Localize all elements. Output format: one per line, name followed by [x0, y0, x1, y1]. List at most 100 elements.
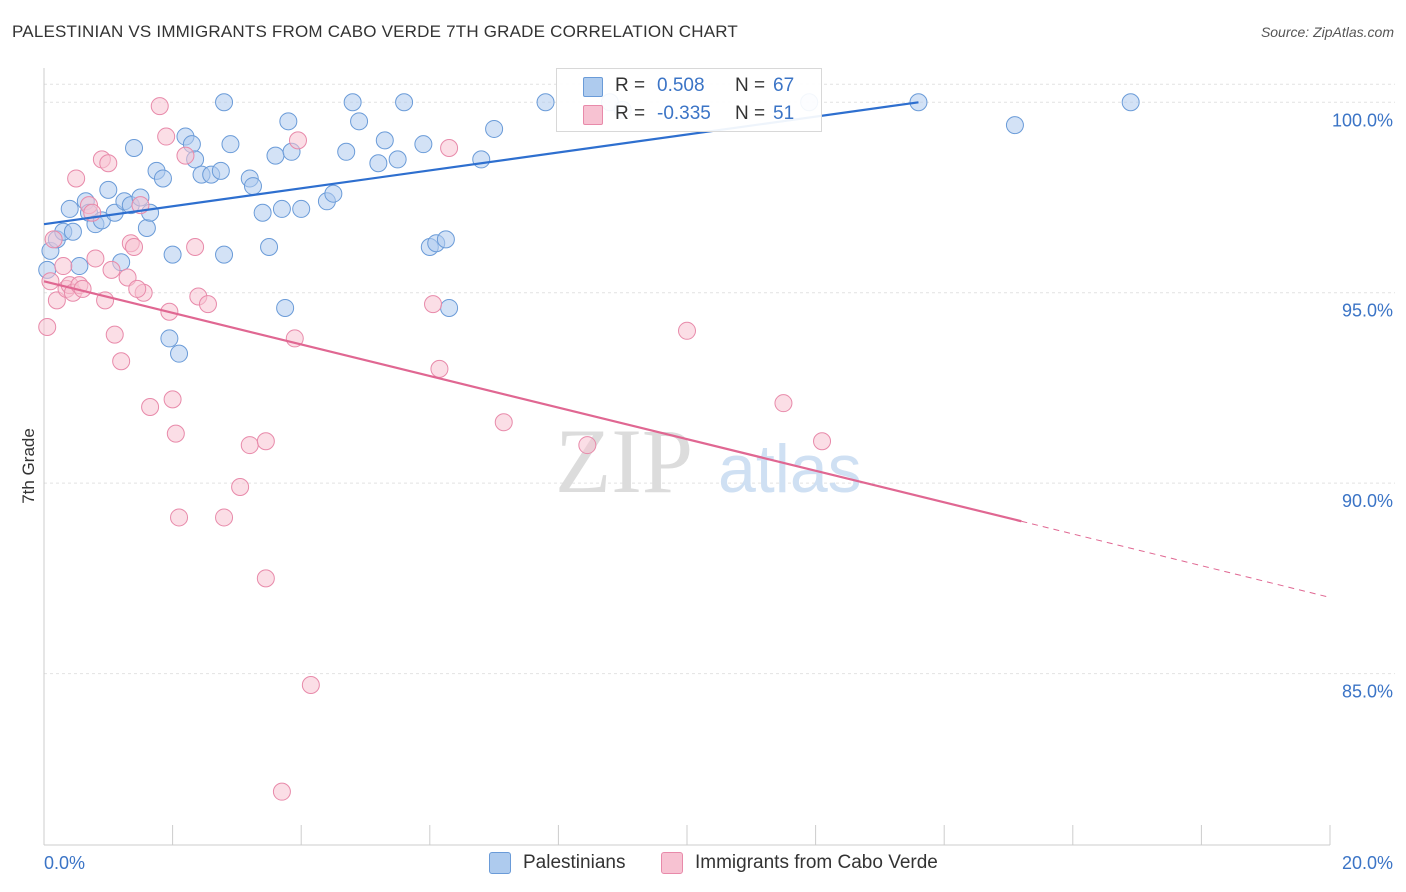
axes [43, 68, 1331, 846]
point-cabo-verde [813, 432, 832, 451]
legend-swatch-pink [583, 105, 603, 125]
point-cabo-verde [494, 413, 513, 432]
point-palestinians [1121, 93, 1140, 112]
point-cabo-verde [112, 352, 131, 371]
stats-legend: R = 0.508 N = 67 R = -0.335 N = 51 [556, 68, 822, 132]
point-palestinians [163, 245, 182, 264]
point-palestinians [153, 169, 172, 188]
point-cabo-verde [163, 390, 182, 409]
y-tick-label: 90.0% [1342, 491, 1393, 511]
point-palestinians [215, 245, 234, 264]
point-cabo-verde [256, 569, 275, 588]
point-cabo-verde [44, 230, 63, 249]
point-cabo-verde [150, 97, 169, 116]
legend-r-label: R = [615, 103, 646, 124]
point-palestinians [160, 329, 179, 348]
x-tick-label: 0.0% [44, 853, 85, 873]
point-cabo-verde [125, 238, 144, 257]
point-cabo-verde [231, 477, 250, 496]
point-cabo-verde [774, 394, 793, 413]
point-palestinians [485, 119, 504, 138]
point-palestinians [99, 180, 118, 199]
legend-swatch-pink [661, 852, 683, 874]
point-palestinians [536, 93, 555, 112]
point-cabo-verde [128, 279, 147, 298]
legend-n-label: N = [735, 103, 766, 124]
point-palestinians [70, 257, 89, 276]
point-cabo-verde [99, 154, 118, 173]
legend-r-label: R = [615, 75, 646, 96]
point-palestinians [436, 230, 455, 249]
legend-r-value: -0.335 [657, 103, 711, 124]
series-legend: Palestinians Immigrants from Cabo Verde [0, 852, 1406, 878]
point-cabo-verde [272, 782, 291, 801]
point-palestinians [369, 154, 388, 173]
point-palestinians [343, 93, 362, 112]
legend-item-cabo-verde[interactable]: Immigrants from Cabo Verde [661, 852, 938, 874]
point-cabo-verde [301, 676, 320, 695]
legend-n-value: 67 [773, 75, 795, 96]
point-cabo-verde [170, 508, 189, 527]
point-palestinians [395, 93, 414, 112]
point-cabo-verde [256, 432, 275, 451]
legend-swatch-blue [583, 77, 603, 97]
watermark: ZIP atlas [555, 410, 862, 512]
point-palestinians [414, 135, 433, 154]
point-palestinians [211, 161, 230, 180]
trend-lines [43, 101, 1331, 598]
point-cabo-verde [67, 169, 86, 188]
legend-n-label: N = [735, 75, 766, 96]
point-palestinians [350, 112, 369, 131]
legend-row-cabo-verde: R = -0.335 N = 51 [557, 100, 821, 128]
point-cabo-verde [38, 318, 57, 336]
point-palestinians [324, 184, 343, 203]
legend-item-palestinians[interactable]: Palestinians [489, 852, 625, 874]
point-cabo-verde [176, 146, 195, 165]
legend-label-palestinians: Palestinians [523, 852, 626, 873]
point-cabo-verde [678, 321, 696, 340]
legend-n-value: 51 [773, 103, 795, 124]
point-palestinians [63, 222, 82, 241]
legend-swatch-blue [489, 852, 511, 874]
source-label: Source: ZipAtlas.com [1260, 24, 1394, 40]
point-cabo-verde [240, 436, 259, 455]
point-palestinians [337, 142, 356, 161]
y-tick-label: 95.0% [1342, 301, 1393, 321]
point-cabo-verde [157, 127, 176, 146]
point-palestinians [253, 203, 272, 222]
point-cabo-verde [54, 257, 73, 276]
point-palestinians [125, 138, 144, 157]
legend-row-palestinians: R = 0.508 N = 67 [557, 72, 821, 100]
point-palestinians [1005, 116, 1024, 135]
point-palestinians [375, 131, 394, 150]
point-palestinians [266, 146, 285, 165]
legend-r-value: 0.508 [657, 75, 705, 96]
data-points [38, 93, 1140, 801]
point-palestinians [472, 150, 491, 169]
point-cabo-verde [86, 249, 105, 268]
point-palestinians [243, 177, 262, 196]
point-cabo-verde [424, 295, 443, 314]
point-palestinians [137, 218, 156, 237]
chart-title: PALESTINIAN VS IMMIGRANTS FROM CABO VERD… [12, 22, 739, 41]
watermark-zip: ZIP [555, 410, 693, 512]
watermark-atlas: atlas [718, 431, 862, 507]
trend-line-cabo-verde [43, 280, 1022, 523]
point-palestinians [388, 150, 407, 169]
point-cabo-verde [578, 436, 597, 455]
point-cabo-verde [186, 238, 205, 257]
point-palestinians [221, 135, 240, 154]
point-palestinians [440, 298, 459, 317]
trend-line-cabo-verde-extension [1021, 520, 1331, 598]
point-palestinians [279, 112, 298, 131]
point-palestinians [260, 238, 279, 257]
point-cabo-verde [41, 272, 60, 291]
y-tick-label: 85.0% [1342, 682, 1393, 702]
point-cabo-verde [198, 295, 217, 314]
point-palestinians [292, 199, 311, 218]
point-cabo-verde [430, 359, 449, 378]
point-palestinians [215, 93, 234, 112]
point-palestinians [276, 298, 295, 317]
tick-labels: 85.0% 90.0% 95.0% 100.0% 0.0% 20.0% [44, 110, 1393, 873]
point-palestinians [60, 199, 79, 218]
